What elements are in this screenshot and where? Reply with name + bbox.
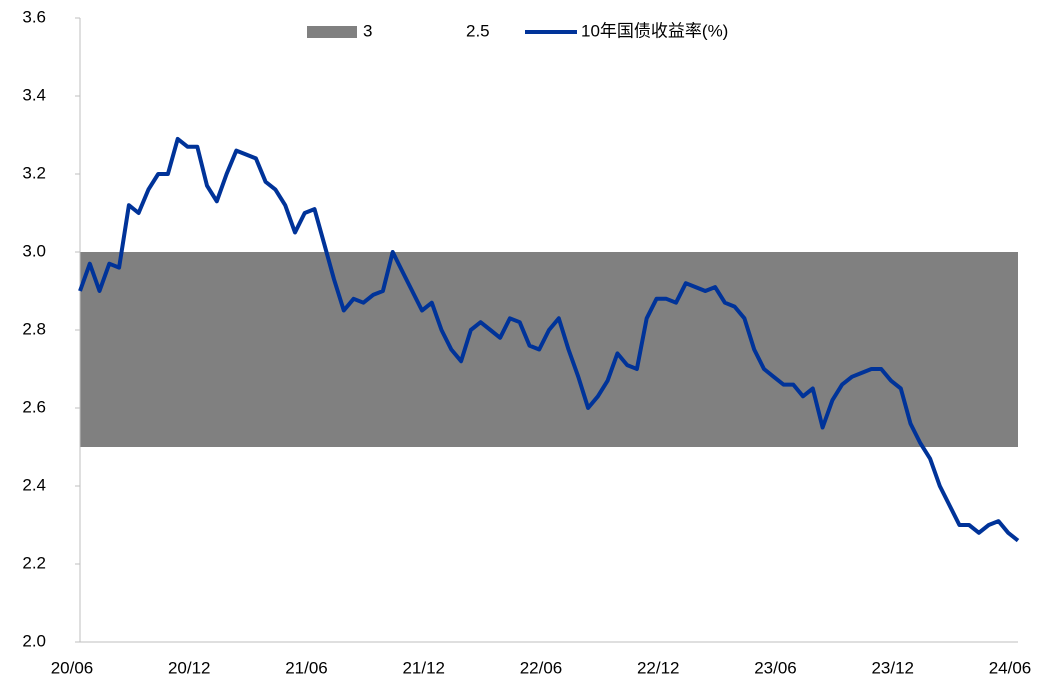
x-tick-label: 23/12 xyxy=(871,658,914,677)
y-tick-label: 2.2 xyxy=(22,553,46,572)
x-tick-label: 21/06 xyxy=(285,658,328,677)
x-tick-label: 23/06 xyxy=(754,658,797,677)
legend-label: 2.5 xyxy=(466,21,490,40)
legend-label: 10年国债收益率(%) xyxy=(581,21,728,40)
legend-swatch xyxy=(410,26,460,38)
y-tick-label: 3.6 xyxy=(22,7,46,26)
x-tick-label: 24/06 xyxy=(989,658,1032,677)
y-tick-label: 2.6 xyxy=(22,397,46,416)
x-tick-label: 22/06 xyxy=(520,658,563,677)
legend-swatch xyxy=(307,26,357,38)
x-tick-label: 21/12 xyxy=(402,658,445,677)
legend-label: 3 xyxy=(363,21,372,40)
y-tick-label: 2.0 xyxy=(22,631,46,650)
band-area xyxy=(80,447,1018,642)
y-tick-label: 3.0 xyxy=(22,241,46,260)
y-tick-label: 2.4 xyxy=(22,475,46,494)
x-tick-label: 20/12 xyxy=(168,658,211,677)
x-tick-label: 22/12 xyxy=(637,658,680,677)
y-tick-label: 2.8 xyxy=(22,319,46,338)
y-tick-label: 3.2 xyxy=(22,163,46,182)
y-tick-label: 3.4 xyxy=(22,85,46,104)
yield-line xyxy=(78,136,1020,543)
x-tick-label: 20/06 xyxy=(51,658,94,677)
